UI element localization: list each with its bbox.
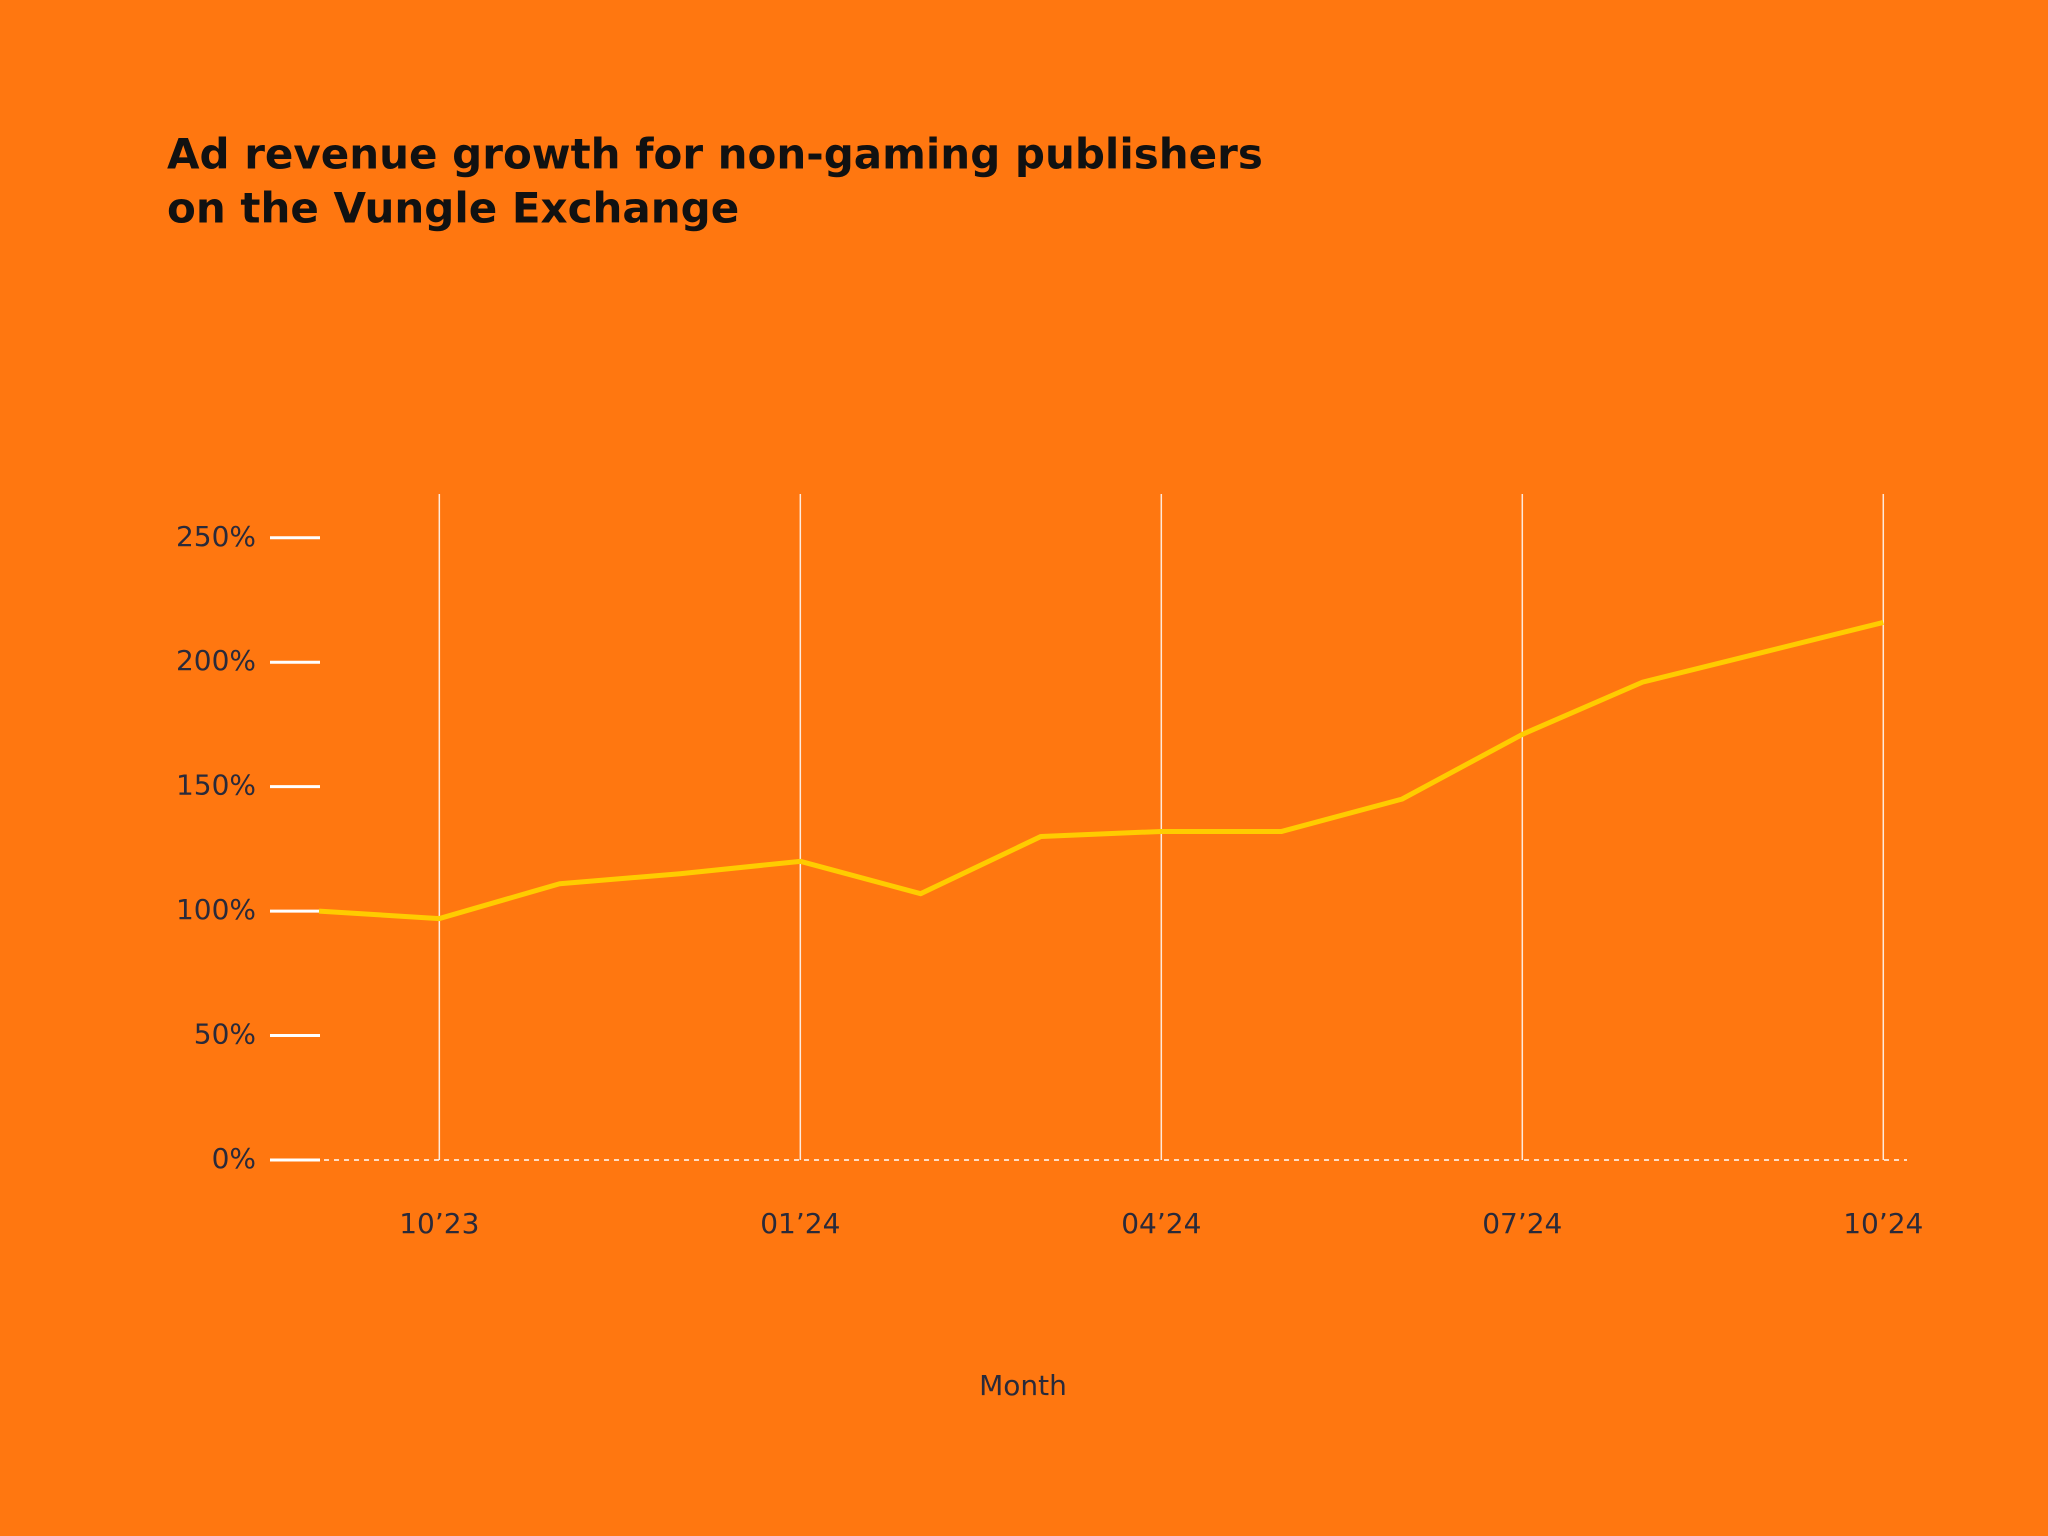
x-axis-label: Month bbox=[979, 1369, 1067, 1402]
y-tick-label: 100% bbox=[176, 893, 256, 926]
y-tick-label: 250% bbox=[176, 520, 256, 553]
x-tick-label: 01’24 bbox=[760, 1207, 840, 1240]
x-tick-label: 07’24 bbox=[1482, 1207, 1562, 1240]
chart-title: on the Vungle Exchange bbox=[167, 184, 739, 233]
chart-title: Ad revenue growth for non-gaming publish… bbox=[167, 130, 1263, 179]
y-tick-label: 150% bbox=[176, 769, 256, 802]
y-tick-label: 0% bbox=[212, 1142, 256, 1175]
y-tick-label: 200% bbox=[176, 644, 256, 677]
x-tick-label: 04’24 bbox=[1121, 1207, 1201, 1240]
x-tick-label: 10’23 bbox=[399, 1207, 479, 1240]
data-line bbox=[318, 619, 1884, 922]
y-tick-label: 50% bbox=[194, 1018, 256, 1051]
x-tick-label: 10’24 bbox=[1843, 1207, 1923, 1240]
